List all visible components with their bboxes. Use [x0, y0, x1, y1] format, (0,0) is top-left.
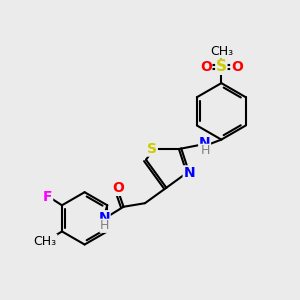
- Text: N: N: [183, 166, 195, 180]
- Text: S: S: [216, 59, 227, 74]
- Text: O: O: [231, 60, 243, 74]
- Text: N: N: [199, 136, 210, 150]
- Text: N: N: [98, 211, 110, 225]
- Text: CH₃: CH₃: [210, 45, 233, 58]
- Text: H: H: [100, 219, 110, 232]
- Text: S: S: [147, 142, 157, 156]
- Text: O: O: [200, 60, 212, 74]
- Text: H: H: [200, 144, 210, 158]
- Text: F: F: [43, 190, 52, 204]
- Text: O: O: [112, 181, 124, 195]
- Text: CH₃: CH₃: [34, 235, 57, 248]
